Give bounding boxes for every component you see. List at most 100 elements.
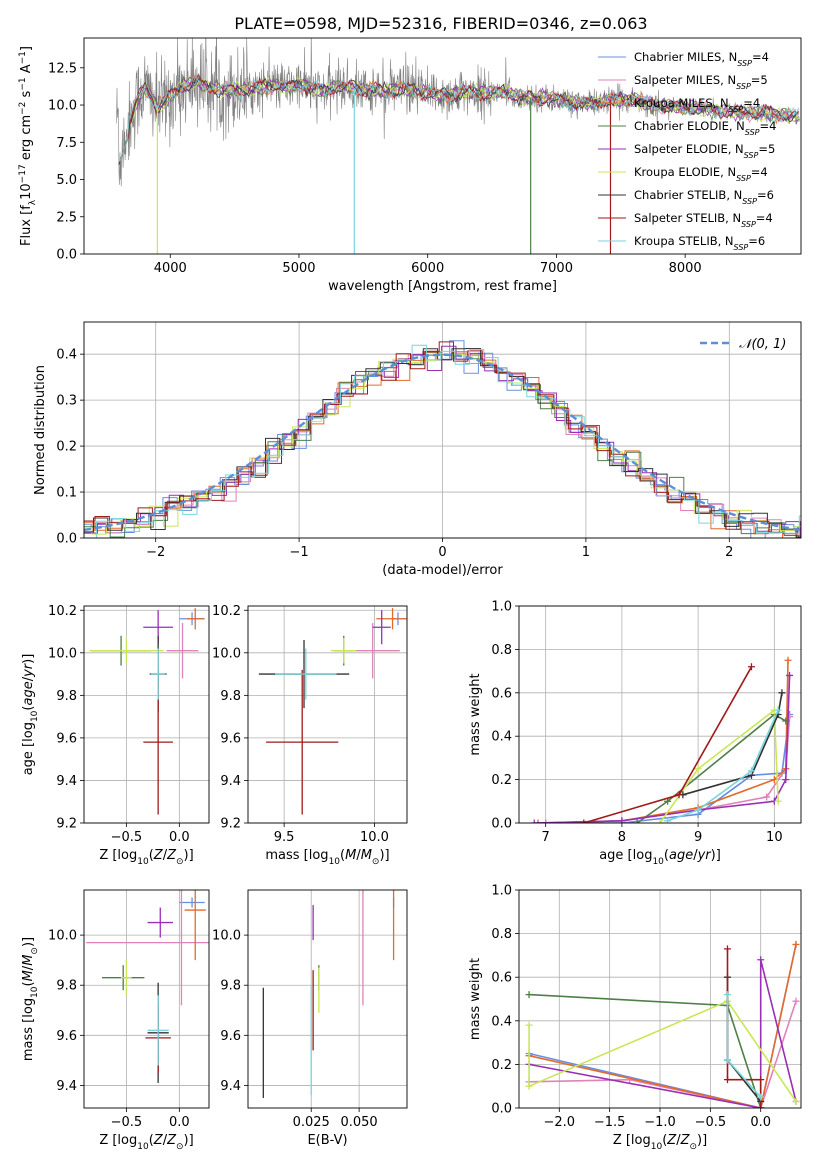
x-tick-label: 0.0 [169, 1115, 190, 1130]
y-tick-label: 0.0 [56, 532, 77, 547]
axes-frame [83, 889, 210, 1109]
weight-marker-salpeter-stelib [757, 1104, 765, 1108]
weight-line-chabrier-miles [528, 944, 797, 1108]
weight-marker-chabrier-elodie [633, 819, 641, 823]
weight_vs_age-panel: 7 8 9 10 0.0 0.2 0.4 0.6 0.8 1.0 age [log10(age/yr… [468, 600, 802, 867]
weight-marker-kroupa-elodie [656, 819, 664, 823]
y-tick-label: 10.2 [48, 604, 77, 619]
y-axis-label: mass [log10(M/M⊙)] [21, 937, 40, 1061]
y-tick-label: 9.4 [56, 1079, 77, 1094]
weight-marker-salpeter-stelib [747, 663, 755, 671]
age_vs_mass-plot-area [258, 608, 407, 815]
spectrum-legend: Chabrier MILES, NSSP=4 Salpeter MILES, NS… [598, 50, 776, 252]
spectrum-panel: 4000 5000 6000 7000 8000 0.0 2.5 5.0 7.5 10.0 12.5… [18, 37, 802, 294]
model-spectrum-kroupa-stelib [119, 76, 800, 162]
x-tick-label: −2.0 [543, 1115, 575, 1130]
weight-marker-salpeter-stelib [723, 1076, 731, 1084]
weight-line-salpeter-stelib [726, 948, 762, 1108]
residual_histogram-plot-area [84, 340, 801, 538]
x-tick-label: −1.5 [594, 1115, 626, 1130]
weight-marker-kroupa-elodie [792, 1097, 800, 1105]
y-tick-label: 0.8 [491, 927, 512, 942]
x-tick-label: 0 [438, 545, 446, 560]
weight-marker-kroupa-stelib [664, 817, 672, 823]
legend-label-kroupa-stelib: Kroupa STELIB, NSSP=6 [634, 234, 765, 252]
axes-frame [518, 605, 802, 824]
x-tick-label: 10 [766, 830, 783, 845]
y-axis-label: Normed distribution [33, 365, 48, 495]
weight-marker-salpeter-elodie [786, 671, 794, 679]
y-tick-label: 0.6 [491, 686, 512, 701]
weight-marker-kroupa-elodie [694, 765, 702, 773]
y-tick-label: 0.1 [56, 486, 77, 501]
x-axis-label: mass [log10(M/M⊙)] [265, 848, 389, 867]
y-tick-label: 12.5 [48, 61, 77, 76]
weight-marker-kroupa-miles [534, 819, 542, 823]
x-tick-label: 7 [542, 830, 550, 845]
axes-frame [83, 37, 802, 255]
axes-frame [83, 321, 802, 539]
weight-line-chabrier-elodie [636, 713, 787, 823]
weight-marker-kroupa-stelib [694, 806, 702, 814]
y-tick-label: 0.2 [491, 1058, 512, 1073]
y-tick-label: 9.4 [220, 1079, 241, 1094]
y-tick-label: 9.8 [220, 979, 241, 994]
legend-label-chabrier-elodie: Chabrier ELODIE, NSSP=4 [634, 119, 776, 137]
weight-marker-kroupa-stelib [723, 991, 731, 999]
x-tick-label: 1 [582, 545, 590, 560]
y-tick-label: 9.2 [220, 817, 241, 832]
y-tick-label: 0.4 [491, 730, 512, 745]
axes-frame [518, 889, 802, 1109]
weight-marker-chabrier-elodie [525, 991, 533, 999]
weight-marker-salpeter-stelib [675, 791, 683, 799]
age_vs_z-plot-area [89, 608, 205, 815]
x-tick-label: −0.5 [111, 830, 143, 845]
x-axis-label: Z [log10(Z/Z⊙)] [613, 1133, 707, 1152]
x-tick-label: 8 [618, 830, 626, 845]
weight-marker-kroupa-stelib [774, 706, 782, 714]
legend-label-salpeter-elodie: Salpeter ELODIE, NSSP=5 [634, 142, 775, 160]
histogram-kroupa-stelib [84, 344, 801, 538]
x-tick-label: −0.5 [111, 1115, 143, 1130]
x-axis-label: Z [log10(Z/Z⊙)] [99, 848, 193, 867]
weight-marker-salpeter-stelib [580, 819, 588, 823]
axes-frame [247, 889, 408, 1109]
weight-line-salpeter-elodie [528, 959, 797, 1108]
weight-marker-salpeter-elodie [782, 776, 790, 784]
weight-marker-kroupa-miles [792, 941, 800, 948]
y-tick-label: 1.0 [491, 884, 512, 899]
legend-label-salpeter-miles: Salpeter MILES, NSSP=5 [634, 73, 768, 91]
residual_histogram-panel: −2 −1 0 1 2 0.0 0.1 0.2 0.3 0.4 (data-model)/error… [33, 321, 802, 578]
y-tick-label: 9.2 [56, 817, 77, 832]
weight-marker-salpeter-stelib [723, 945, 731, 953]
y-tick-label: 9.8 [56, 979, 77, 994]
weight-marker-salpeter-elodie [618, 817, 626, 823]
y-tick-label: 9.4 [220, 774, 241, 789]
weight-line-kroupa-elodie [528, 1000, 797, 1102]
y-axis-label: Flux [fλ10−17 erg cm−2 s−1 A−1] [18, 46, 38, 246]
x-tick-label: 2 [725, 545, 733, 560]
y-tick-label: 9.6 [220, 1029, 241, 1044]
axes-frame [83, 605, 210, 824]
weight-line-kroupa-stelib [667, 709, 779, 822]
y-tick-label: 0.8 [491, 643, 512, 658]
weight-line-chabrier-elodie [529, 993, 762, 1108]
y-tick-label: 0.0 [491, 817, 512, 832]
x-tick-label: 7000 [540, 261, 573, 276]
spectrum-title: PLATE=0598, MJD=52316, FIBERID=0346, z=0… [234, 14, 647, 33]
y-tick-label: 0.4 [491, 1014, 512, 1029]
x-tick-label: −1.0 [644, 1115, 676, 1130]
weight-marker-salpeter-miles [542, 819, 550, 823]
weight-marker-kroupa-stelib [757, 1093, 765, 1101]
weight-marker-salpeter-miles [763, 793, 771, 801]
legend-label-kroupa-elodie: Kroupa ELODIE, NSSP=4 [634, 165, 768, 183]
y-tick-label: 10.0 [212, 646, 241, 661]
y-tick-label: 0.0 [56, 248, 77, 263]
x-tick-label: 4000 [154, 261, 187, 276]
y-tick-label: 0.4 [56, 348, 77, 363]
legend-label-kroupa-miles: Kroupa MILES, NSSP=4 [634, 96, 760, 114]
weight-line-salpeter-elodie [534, 675, 791, 823]
y-tick-label: 0.2 [56, 440, 77, 455]
y-tick-label: 9.6 [56, 731, 77, 746]
mass_vs_ebv-plot-area [262, 890, 395, 1098]
